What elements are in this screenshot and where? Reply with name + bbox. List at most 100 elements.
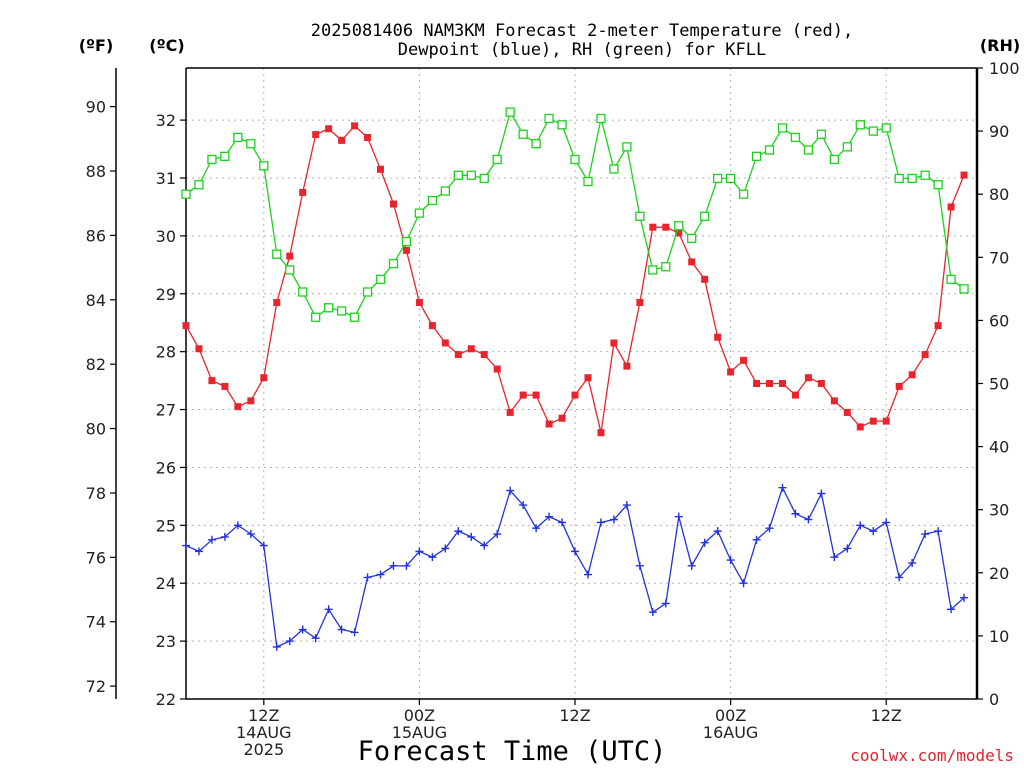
temperature-marker xyxy=(947,203,955,211)
dewpoint-marker xyxy=(194,547,203,556)
rh-marker xyxy=(894,173,904,184)
dewpoint-marker xyxy=(739,579,748,588)
rh-marker xyxy=(518,129,528,139)
temperature-marker xyxy=(856,423,864,431)
temperature-marker xyxy=(960,171,968,179)
temperature-marker xyxy=(208,377,216,385)
rh-marker xyxy=(648,265,658,275)
dewpoint-marker xyxy=(233,521,242,530)
rh-marker xyxy=(453,170,463,180)
rh-marker xyxy=(272,249,282,259)
rh-marker xyxy=(609,164,619,174)
temperature-marker xyxy=(454,351,462,359)
rh-marker xyxy=(492,154,502,165)
rh-marker xyxy=(920,170,930,180)
x-tick-label: 00Z xyxy=(404,706,435,725)
celsius-tick-label: 27 xyxy=(156,401,176,420)
dewpoint-marker xyxy=(856,521,865,530)
temperature-marker xyxy=(260,374,268,382)
dewpoint-marker xyxy=(467,532,476,541)
celsius-tick-label: 24 xyxy=(156,574,176,593)
rh-series xyxy=(181,107,969,322)
dewpoint-marker xyxy=(324,605,333,614)
grid xyxy=(186,68,977,700)
rh-marker xyxy=(764,145,775,155)
x-tick-label: 15AUG xyxy=(392,723,447,742)
dewpoint-marker xyxy=(532,524,541,533)
temperature-marker xyxy=(182,322,190,330)
dewpoint-marker xyxy=(506,486,515,495)
dewpoint-marker xyxy=(778,483,787,492)
fahrenheit-tick-label: 74 xyxy=(86,613,106,632)
temperature-marker xyxy=(195,345,203,353)
dewpoint-marker xyxy=(298,625,307,634)
rh-marker xyxy=(713,173,723,184)
dewpoint-marker xyxy=(350,628,359,637)
rh-tick-label: 30 xyxy=(989,501,1009,520)
rh-marker xyxy=(829,154,840,165)
rh-tick-label: 100 xyxy=(989,59,1020,78)
rh-marker xyxy=(790,132,801,143)
rh-marker xyxy=(544,113,554,124)
temperature-marker xyxy=(766,380,774,387)
fahrenheit-tick-label: 88 xyxy=(86,162,106,181)
rh-marker xyxy=(362,287,373,297)
dewpoint-marker xyxy=(428,553,437,562)
temperature-marker xyxy=(791,391,799,399)
temperature-marker xyxy=(286,252,294,260)
x-tick-label: 2025 xyxy=(243,740,284,759)
celsius-tick-label: 23 xyxy=(156,632,176,651)
rh-marker xyxy=(479,173,489,184)
dewpoint-marker xyxy=(947,605,956,614)
dewpoint-marker xyxy=(207,535,216,544)
dewpoint-marker xyxy=(895,573,904,582)
fahrenheit-tick-label: 80 xyxy=(86,420,106,439)
fahrenheit-tick-label: 90 xyxy=(86,98,106,117)
rh-marker xyxy=(907,173,917,184)
temperature-marker xyxy=(649,223,657,231)
rh-marker xyxy=(259,161,269,171)
rh-marker xyxy=(505,107,515,117)
rh-marker xyxy=(375,274,386,285)
rh-marker xyxy=(803,145,814,155)
temperature-marker xyxy=(493,365,501,373)
dewpoint-marker xyxy=(402,561,411,570)
dewpoint-marker xyxy=(415,547,424,556)
rh-tick-label: 10 xyxy=(989,627,1009,646)
x-tick-label: 00Z xyxy=(715,706,746,725)
rh-tick-label: 40 xyxy=(989,438,1009,457)
x-tick-label: 12Z xyxy=(559,706,590,725)
temperature-marker xyxy=(428,322,436,330)
dewpoint-marker xyxy=(363,573,372,582)
fahrenheit-tick-label: 76 xyxy=(86,548,106,567)
temperature-marker xyxy=(804,374,812,382)
celsius-tick-label: 29 xyxy=(156,285,176,304)
fahrenheit-tick-label: 84 xyxy=(86,291,106,310)
rh-tick-label: 50 xyxy=(989,375,1009,394)
temperature-marker xyxy=(675,229,683,237)
temperature-marker xyxy=(506,408,514,416)
temperature-marker xyxy=(221,382,229,390)
dewpoint-marker xyxy=(817,489,826,498)
fahrenheit-unit-label: (ºF) xyxy=(79,36,114,55)
temperature-marker xyxy=(364,133,372,141)
dewpoint-marker xyxy=(661,599,670,608)
rh-marker xyxy=(336,306,347,316)
dewpoint-marker xyxy=(882,518,891,527)
dewpoint-marker xyxy=(545,512,554,521)
temperature-marker xyxy=(778,380,786,387)
temperature-marker xyxy=(247,397,255,405)
celsius-tick-label: 32 xyxy=(156,111,176,130)
rh-marker xyxy=(323,303,334,313)
rh-marker xyxy=(246,139,256,149)
x-tick-label: 14AUG xyxy=(236,723,291,742)
dewpoint-marker xyxy=(480,541,489,550)
temperature-marker xyxy=(325,125,333,133)
rh-marker xyxy=(842,142,852,152)
fahrenheit-tick-label: 86 xyxy=(86,226,106,245)
x-tick-label: 12Z xyxy=(871,706,902,725)
temperature-marker xyxy=(377,165,385,173)
fahrenheit-tick-label: 72 xyxy=(86,677,106,696)
rh-marker xyxy=(661,262,671,272)
